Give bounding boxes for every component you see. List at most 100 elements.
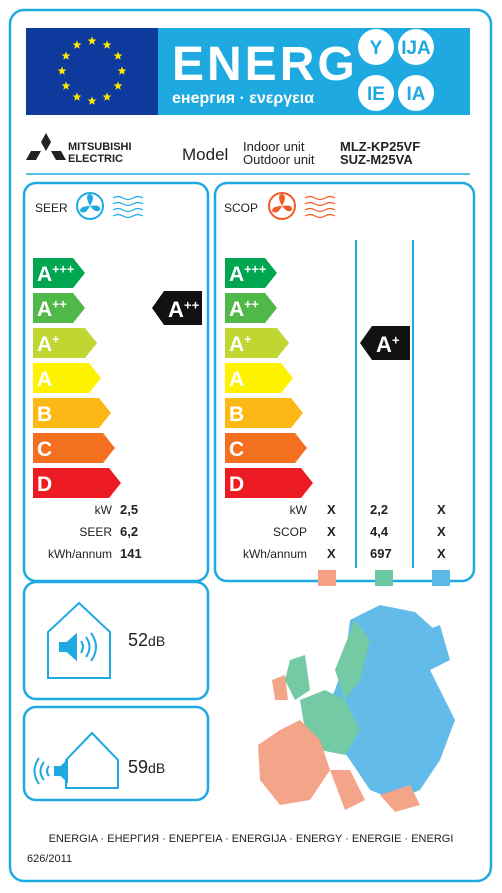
- class-letter: C: [37, 438, 52, 461]
- row-value: 6,2: [120, 524, 138, 539]
- class-letter: B: [229, 403, 244, 426]
- class-sup: ++: [52, 298, 67, 312]
- class-label: D: [229, 473, 244, 496]
- class-label: B: [229, 403, 244, 426]
- footer-regulation: 626/2011: [27, 853, 72, 865]
- row-value: X: [437, 546, 446, 561]
- row-label: kW: [95, 503, 113, 517]
- suffix-badge: [398, 29, 434, 65]
- brand-logo: [26, 133, 66, 160]
- star: [87, 36, 97, 45]
- indoor-noise-panel: [22, 580, 210, 701]
- noise-outdoor: 59dB: [128, 757, 165, 777]
- class-sup: +: [244, 333, 251, 347]
- class-label: A++: [37, 298, 67, 321]
- class-letter: D: [37, 473, 52, 496]
- class-letter: A: [37, 298, 52, 321]
- outdoor-model: SUZ-M25VA: [340, 152, 413, 167]
- header-subtitle: енергия · ενεργεια: [172, 90, 314, 107]
- row-label: SCOP: [273, 525, 307, 539]
- star: [57, 66, 67, 75]
- heating-label: SCOP: [224, 201, 258, 215]
- class-label: C: [37, 438, 52, 461]
- outdoor-label: Outdoor unit: [243, 152, 315, 167]
- cooling-label: SEER: [35, 201, 68, 215]
- class-letter: D: [229, 473, 244, 496]
- class-label: A: [229, 368, 244, 391]
- class-label: D: [37, 473, 52, 496]
- row-value: 2,2: [370, 502, 388, 517]
- suffix-text: IJA: [401, 38, 431, 59]
- suffix-text: IA: [407, 84, 426, 105]
- outdoor-noise-icon: [33, 731, 119, 789]
- noise-indoor: 52dB: [128, 630, 165, 650]
- suffix-text: IE: [367, 84, 385, 105]
- class-label: A++: [229, 298, 259, 321]
- class-sup: +++: [244, 263, 266, 277]
- header-title: ENERG: [172, 38, 358, 91]
- noise-unit: dB: [148, 760, 165, 776]
- class-label: A+++: [37, 263, 74, 286]
- noise-value: 52: [128, 630, 148, 650]
- class-arrow: [225, 398, 303, 428]
- zone-swatch: [318, 570, 336, 586]
- fan-icon: [268, 192, 336, 220]
- class-sup: ++: [184, 297, 200, 312]
- row-value: X: [437, 524, 446, 539]
- row-value: 141: [120, 546, 142, 561]
- class-arrow: [33, 258, 85, 288]
- brand-line: ELECTRIC: [68, 153, 123, 165]
- class-sup: +: [392, 332, 400, 347]
- star: [61, 51, 71, 60]
- brand-line: MITSUBISHI: [68, 141, 132, 153]
- row-label: kWh/annum: [243, 547, 307, 561]
- class-letter: A: [168, 297, 184, 322]
- star: [61, 81, 71, 90]
- class-arrow: [33, 328, 97, 358]
- rating-arrow: [360, 326, 410, 360]
- star: [102, 92, 112, 101]
- class-letter: A: [229, 298, 244, 321]
- row-value: 4,4: [370, 524, 389, 539]
- row-value: X: [327, 502, 336, 517]
- class-label: A++: [168, 297, 200, 322]
- fan-icon: [76, 192, 144, 220]
- class-sup: ++: [244, 298, 259, 312]
- class-arrow: [225, 433, 307, 463]
- class-arrow: [33, 433, 115, 463]
- noise-unit: dB: [148, 633, 165, 649]
- star: [113, 81, 123, 90]
- footer-languages: ENERGIA · ЕНЕРГИЯ · ΕΝΕΡΓΕΙΑ · ENERGIJA …: [49, 833, 454, 845]
- class-label: A: [37, 368, 52, 391]
- row-label: kW: [290, 503, 308, 517]
- class-letter: A: [229, 333, 244, 356]
- row-value: 2,5: [120, 502, 138, 517]
- star: [87, 96, 97, 105]
- row-label: SEER: [79, 525, 112, 539]
- noise-value: 59: [128, 757, 148, 777]
- eu-stars: [57, 36, 127, 105]
- row-value: X: [327, 524, 336, 539]
- row-value: X: [327, 546, 336, 561]
- class-arrow: [33, 468, 121, 498]
- indoor-noise-icon: [47, 601, 111, 679]
- class-letter: A: [37, 333, 52, 356]
- outer-border: [8, 8, 493, 883]
- row-value: X: [437, 502, 446, 517]
- star: [117, 66, 127, 75]
- class-arrow: [225, 258, 277, 288]
- class-arrow: [225, 293, 277, 323]
- class-letter: A: [37, 263, 52, 286]
- star: [113, 51, 123, 60]
- indoor-label: Indoor unit: [243, 139, 305, 154]
- class-sup: +++: [52, 263, 74, 277]
- suffix-badge: [398, 75, 434, 111]
- class-label: B: [37, 403, 52, 426]
- class-arrow: [225, 468, 313, 498]
- class-letter: A: [229, 368, 244, 391]
- climate-map: [258, 605, 455, 812]
- zone-swatch: [432, 570, 450, 586]
- star: [72, 40, 82, 49]
- star: [72, 92, 82, 101]
- class-label: A+: [229, 333, 252, 356]
